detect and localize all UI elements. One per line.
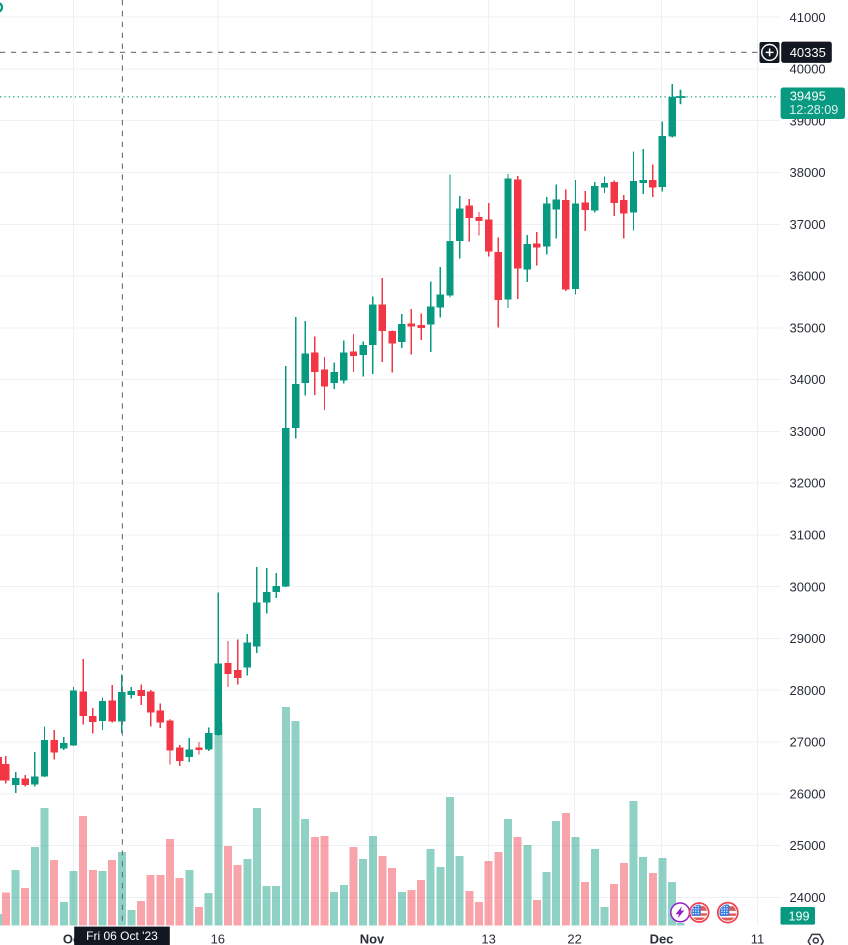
svg-text:37000: 37000 [790, 217, 826, 232]
svg-text:31000: 31000 [790, 528, 826, 543]
svg-text:38000: 38000 [790, 165, 826, 180]
svg-text:32000: 32000 [790, 476, 826, 491]
svg-text:199: 199 [789, 909, 810, 923]
svg-text:12:28:09: 12:28:09 [789, 103, 838, 117]
svg-text:26000: 26000 [790, 786, 826, 801]
svg-text:35000: 35000 [790, 320, 826, 335]
svg-text:11: 11 [751, 932, 765, 945]
svg-text:41000: 41000 [790, 10, 826, 25]
svg-text:Nov: Nov [360, 932, 385, 945]
svg-text:33000: 33000 [790, 424, 826, 439]
svg-text:25000: 25000 [790, 838, 826, 853]
svg-text:Fri 06 Oct '23: Fri 06 Oct '23 [86, 929, 158, 943]
svg-text:34000: 34000 [790, 372, 826, 387]
svg-text:13: 13 [481, 932, 495, 945]
svg-text:28000: 28000 [790, 683, 826, 698]
svg-text:27000: 27000 [790, 735, 826, 750]
svg-text:40000: 40000 [790, 62, 826, 77]
svg-text:30000: 30000 [790, 579, 826, 594]
svg-text:24000: 24000 [790, 890, 826, 905]
svg-text:16: 16 [211, 932, 225, 945]
svg-text:40335: 40335 [790, 45, 826, 60]
svg-text:39495: 39495 [790, 89, 826, 104]
svg-text:Dec: Dec [650, 932, 674, 945]
svg-text:36000: 36000 [790, 269, 826, 284]
svg-text:29000: 29000 [790, 631, 826, 646]
svg-text:22: 22 [567, 932, 581, 945]
